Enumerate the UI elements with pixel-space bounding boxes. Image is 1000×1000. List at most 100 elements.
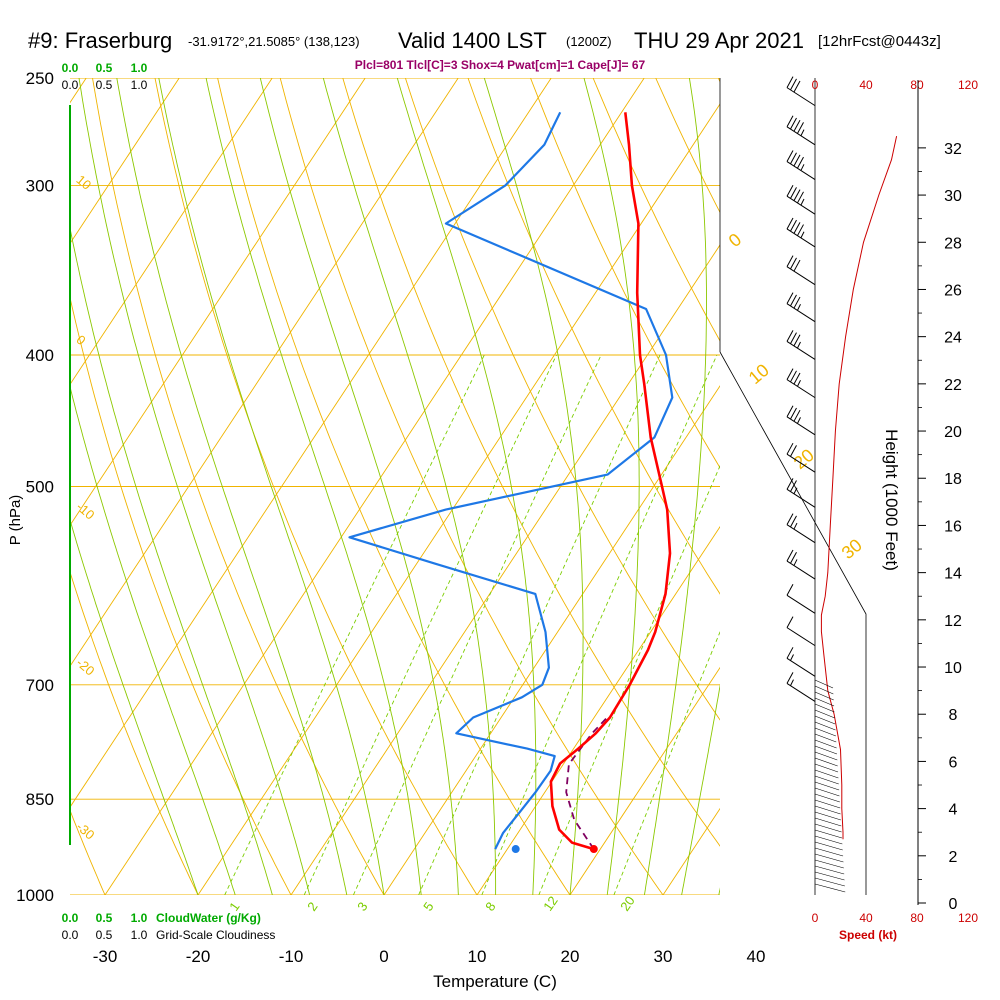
low-level-barb-stroke <box>814 811 842 821</box>
wind-barb-shaft <box>786 195 816 215</box>
temperature-tick-label: -20 <box>186 947 211 966</box>
mixing-ratio-label: 2 <box>304 899 320 914</box>
wind-barb-flag <box>786 647 794 659</box>
wind-barb <box>786 616 816 647</box>
speed-tick-top: 120 <box>958 78 978 92</box>
valid-time: Valid 1400 LST <box>398 28 547 53</box>
isotherm-line <box>70 78 180 245</box>
height-tick-label: 16 <box>944 518 962 535</box>
isotherm-line <box>104 78 645 895</box>
wind-barb <box>786 584 816 614</box>
low-level-barb-stroke <box>814 703 835 713</box>
isotherm-line <box>290 244 720 895</box>
mixing-ratio-label: 5 <box>420 899 436 914</box>
mixing-ratio-label: 3 <box>354 899 370 914</box>
height-tick-label: 30 <box>944 188 962 205</box>
dry-adiabat-line <box>467 78 720 595</box>
low-level-barb-stroke <box>814 799 841 809</box>
speed-tick-bottom: 40 <box>859 911 873 925</box>
dry-adiabat-line <box>0 78 12 895</box>
low-level-barb-stroke <box>814 883 846 893</box>
low-level-barb-stroke <box>814 787 840 797</box>
moist-adiabat-line <box>718 887 720 895</box>
wind-barb <box>786 255 816 286</box>
dewpoint-line <box>348 111 674 850</box>
wind-barb <box>786 405 816 436</box>
mixing-ratio-line <box>538 464 720 895</box>
low-level-barb-stroke <box>814 841 843 851</box>
wind-barb-flag <box>793 222 801 234</box>
mixing-ratio-group <box>224 354 720 895</box>
wind-barb <box>786 76 816 107</box>
moist-adiabat-line <box>483 78 584 895</box>
low-level-barb-stroke <box>814 763 839 773</box>
mixing-ratio-label: 8 <box>482 899 498 914</box>
cloud-water-tick-bottom: 1.0 <box>131 911 148 925</box>
height-tick-label: 2 <box>949 849 958 866</box>
wind-barb-flag <box>793 334 801 347</box>
low-level-barb-stroke <box>814 805 841 815</box>
wind-barb-flag <box>786 584 794 596</box>
wind-barb-flag <box>786 368 794 380</box>
isotherm-line <box>70 78 366 527</box>
pressure-tick-label: 300 <box>26 176 54 195</box>
wind-barb-flag <box>793 409 801 422</box>
wind-barb <box>786 115 816 146</box>
wind-barb-shaft <box>786 524 816 544</box>
speed-tick-top: 40 <box>859 78 873 92</box>
pressure-tick-label: 850 <box>26 790 54 809</box>
speed-tick-bottom: 80 <box>910 911 924 925</box>
wind-barb-half-flag <box>793 487 798 494</box>
wind-barb <box>786 478 816 508</box>
temperature-tick-label: 20 <box>561 947 580 966</box>
low-level-barb-stroke <box>814 835 843 845</box>
wind-barb-flag <box>786 405 794 418</box>
isotherm-line <box>70 78 273 386</box>
wind-barb-flag <box>790 78 797 91</box>
surface-temperature-dot <box>589 845 598 854</box>
wind-barb-flag <box>790 480 797 492</box>
cloudiness-label: Grid-Scale Cloudiness <box>156 928 275 942</box>
moist-adiabat-line <box>322 78 497 895</box>
wind-barb-flag <box>786 217 794 230</box>
wind-barb-flag <box>786 442 794 455</box>
wind-barb-flag <box>786 150 794 162</box>
wind-barb-half-flag <box>790 654 794 661</box>
wind-speed-profile <box>820 135 898 840</box>
wind-barb-shaft <box>786 488 816 508</box>
wind-barb-shaft <box>786 594 816 614</box>
low-level-barb-stroke <box>814 685 834 695</box>
y-axis-title: P (hPa) <box>7 495 24 546</box>
low-level-barb-stroke <box>814 775 839 785</box>
mixing-ratio-line <box>352 354 602 895</box>
moist-adiabat-line <box>158 78 385 895</box>
dry-adiabat-line <box>217 78 571 895</box>
wind-barb-flag <box>797 191 804 204</box>
height-tick-label: 18 <box>944 471 962 488</box>
mixing-ratio-label: 20 <box>617 893 638 913</box>
wind-barb-half-flag <box>800 164 805 171</box>
low-level-barb-stroke <box>814 781 840 791</box>
wind-barb-flag <box>786 616 794 628</box>
moist-adiabat-line <box>756 78 944 895</box>
zulu-time: (1200Z) <box>566 34 612 49</box>
pressure-tick-label: 250 <box>26 69 54 88</box>
cloudiness-tick-top: 0.0 <box>62 78 79 92</box>
low-level-barb-stroke <box>814 817 842 827</box>
sounding-parameters: Plcl=801 Tlcl[C]=3 Shox=4 Pwat[cm]=1 Cap… <box>354 58 646 72</box>
station-title: #9: Fraserburg <box>28 28 173 53</box>
wind-barb <box>786 330 816 360</box>
wind-barb <box>786 549 816 580</box>
isotherm-line <box>197 103 720 895</box>
low-level-barb-stroke <box>814 691 834 701</box>
isotherm-group <box>70 78 720 895</box>
dry-adiabat-line <box>70 570 199 895</box>
height-tick-label: 22 <box>944 377 962 394</box>
cloudiness-tick-bottom: 0.5 <box>96 928 113 942</box>
dry-adiabat-label: -10 <box>73 499 97 523</box>
low-level-barb-stroke <box>814 679 834 689</box>
dry-adiabat-line <box>154 78 478 895</box>
wind-barb-flag <box>786 292 794 304</box>
low-level-barb-stroke <box>814 877 845 887</box>
dry-adiabat-line <box>969 78 1000 895</box>
